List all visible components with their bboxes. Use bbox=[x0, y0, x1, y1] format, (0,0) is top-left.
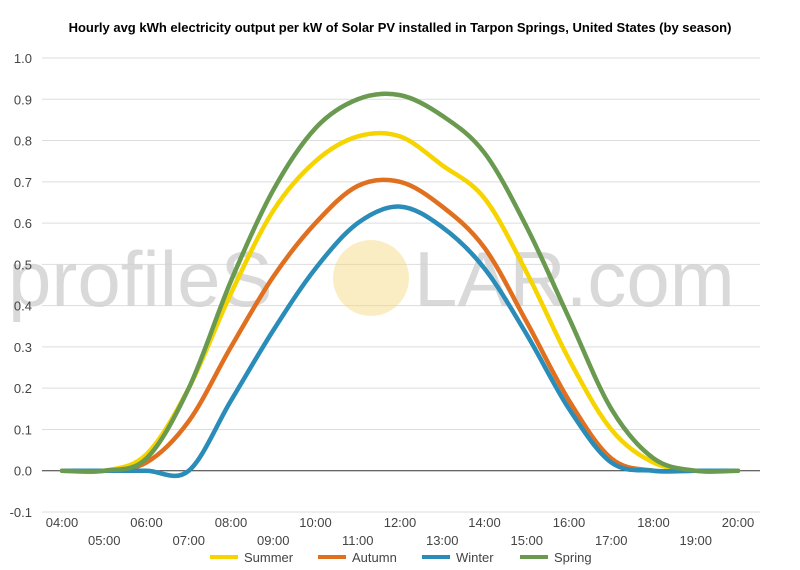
x-tick-label: 18:00 bbox=[637, 515, 670, 530]
y-tick-label: -0.1 bbox=[10, 505, 32, 520]
watermark-sun-icon bbox=[333, 240, 409, 316]
x-tick-label: 15:00 bbox=[510, 533, 543, 548]
x-tick-label: 08:00 bbox=[215, 515, 248, 530]
x-tick-label: 10:00 bbox=[299, 515, 332, 530]
y-tick-label: 0.3 bbox=[14, 340, 32, 355]
x-tick-label: 04:00 bbox=[46, 515, 79, 530]
x-tick-label: 09:00 bbox=[257, 533, 290, 548]
x-tick-label: 20:00 bbox=[722, 515, 755, 530]
y-tick-label: 0.5 bbox=[14, 257, 32, 272]
chart-title: Hourly avg kWh electricity output per kW… bbox=[68, 20, 732, 35]
series-line-winter bbox=[59, 204, 741, 479]
series-lines bbox=[59, 91, 741, 479]
y-axis: -0.1 0.0 0.1 0.2 0.3 0.4 0.5 0.6 0.7 0.8 0.9 1.0 bbox=[10, 51, 32, 520]
x-tick-label: 05:00 bbox=[88, 533, 121, 548]
watermark-logo: profileS LAR.com bbox=[8, 235, 735, 323]
x-tick-label: 12:00 bbox=[384, 515, 417, 530]
y-tick-label: 0.2 bbox=[14, 381, 32, 396]
x-tick-label: 14:00 bbox=[468, 515, 501, 530]
x-tick-label: 16:00 bbox=[553, 515, 586, 530]
series-line-spring bbox=[59, 91, 741, 474]
y-tick-label: 0.0 bbox=[14, 464, 32, 479]
y-tick-label: 0.8 bbox=[14, 134, 32, 149]
y-tick-label: 0.7 bbox=[14, 175, 32, 190]
x-tick-label: 13:00 bbox=[426, 533, 459, 548]
y-tick-label: 0.9 bbox=[14, 92, 32, 107]
y-tick-label: 0.4 bbox=[14, 299, 32, 314]
series-line-autumn bbox=[59, 177, 741, 474]
legend-label-spring: Spring bbox=[554, 550, 592, 565]
x-tick-label: 11:00 bbox=[342, 533, 374, 548]
legend-label-winter: Winter bbox=[456, 550, 494, 565]
legend: Summer Autumn Winter Spring bbox=[210, 550, 592, 565]
watermark-text-left: profileS bbox=[8, 235, 272, 323]
x-tick-label: 19:00 bbox=[679, 533, 712, 548]
x-tick-label: 17:00 bbox=[595, 533, 628, 548]
x-tick-label: 07:00 bbox=[172, 533, 205, 548]
watermark-text-right: LAR.com bbox=[414, 235, 735, 323]
legend-label-autumn: Autumn bbox=[352, 550, 397, 565]
y-tick-label: 1.0 bbox=[14, 51, 32, 66]
legend-label-summer: Summer bbox=[244, 550, 294, 565]
x-axis: 04:00 05:00 06:00 07:00 08:00 09:00 10:00 11:00… bbox=[46, 515, 755, 548]
x-tick-label: 06:00 bbox=[130, 515, 163, 530]
y-tick-label: 0.1 bbox=[14, 422, 32, 437]
y-tick-label: 0.6 bbox=[14, 216, 32, 231]
